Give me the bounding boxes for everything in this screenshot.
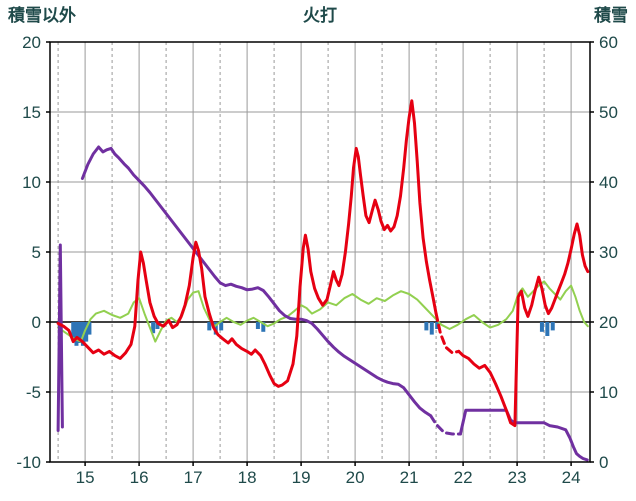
right-tick-label: 30 bbox=[599, 243, 618, 262]
precip-bar bbox=[429, 322, 434, 335]
right-tick-label: 60 bbox=[599, 33, 618, 52]
x-tick-label: 24 bbox=[562, 468, 581, 487]
precip-bar bbox=[155, 322, 160, 329]
x-tick-label: 19 bbox=[292, 468, 311, 487]
x-tick-label: 17 bbox=[184, 468, 203, 487]
red-line bbox=[434, 312, 461, 355]
precip-bar bbox=[219, 322, 224, 331]
precip-bar bbox=[545, 322, 550, 336]
left-tick-label: -10 bbox=[16, 453, 41, 472]
right-axis-title: 積雪 bbox=[594, 5, 628, 25]
precip-bar bbox=[261, 322, 266, 332]
precip-bar bbox=[87, 322, 92, 335]
precip-bar bbox=[77, 322, 82, 343]
left-tick-label: 10 bbox=[22, 173, 41, 192]
right-tick-label: 20 bbox=[599, 313, 618, 332]
precip-bar bbox=[71, 322, 76, 339]
right-tick-label: 40 bbox=[599, 173, 618, 192]
axis-labels-layer: 15 16 17 18 19 20 21 22 23 2420151050-5-106050403… bbox=[16, 33, 618, 487]
x-tick-label: 20 bbox=[346, 468, 365, 487]
precip-bar bbox=[74, 322, 79, 346]
x-tick-label: 21 bbox=[400, 468, 419, 487]
frame-layer bbox=[46, 41, 594, 466]
left-tick-label: 20 bbox=[22, 33, 41, 52]
precip-bar bbox=[255, 322, 260, 329]
precip-bar bbox=[550, 322, 555, 331]
purple-line bbox=[56, 243, 64, 432]
purple-line bbox=[80, 145, 433, 418]
right-tick-label: 10 bbox=[599, 383, 618, 402]
right-tick-label: 0 bbox=[599, 453, 608, 472]
x-tick-label: 16 bbox=[130, 468, 149, 487]
precip-bar bbox=[539, 322, 544, 332]
x-tick-label: 15 bbox=[76, 468, 95, 487]
x-tick-label: 22 bbox=[454, 468, 473, 487]
x-tick-label: 23 bbox=[508, 468, 527, 487]
left-tick-label: -5 bbox=[26, 383, 41, 402]
precip-bar bbox=[424, 322, 429, 331]
precip-bar bbox=[435, 322, 440, 329]
purple-line bbox=[429, 414, 462, 436]
chart-title: 火打 bbox=[303, 5, 337, 25]
series-layer bbox=[56, 99, 590, 462]
purple-line bbox=[458, 408, 589, 462]
precip-bar bbox=[207, 322, 212, 331]
precip-bar bbox=[84, 322, 89, 342]
grid-layer bbox=[50, 42, 590, 462]
left-tick-label: 15 bbox=[22, 103, 41, 122]
left-tick-label: 0 bbox=[32, 313, 41, 332]
red-line bbox=[457, 222, 590, 428]
red-line bbox=[56, 99, 438, 388]
left-axis-title: 積雪以外 bbox=[8, 5, 76, 25]
x-tick-label: 18 bbox=[238, 468, 257, 487]
left-tick-label: 5 bbox=[32, 243, 41, 262]
right-tick-label: 50 bbox=[599, 103, 618, 122]
precip-bar bbox=[151, 322, 156, 334]
